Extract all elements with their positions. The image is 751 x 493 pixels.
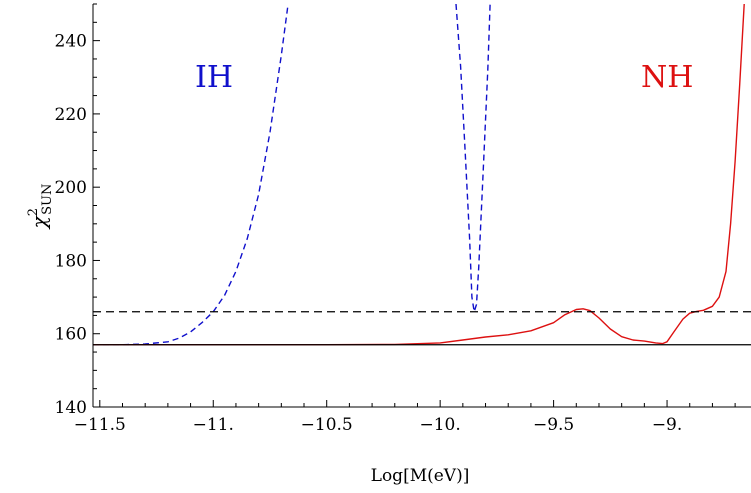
y-tick-label: 160 (55, 325, 87, 345)
y-axis-title-subscript: SUN (40, 184, 55, 215)
axes: −11.5 −11. −10.5 −10. −9.5 −9. 140 160 180 200 220… (55, 3, 751, 435)
y-axis-title-base: χ (27, 214, 51, 230)
y-axis-title-superscript: 2 (26, 208, 41, 216)
series-label-ih: IH (195, 60, 233, 95)
x-tick-label: −11. (193, 415, 234, 435)
y-tick-label: 200 (55, 178, 87, 198)
series-line-ih-0 (93, 4, 289, 346)
series-line-nh-0 (93, 4, 745, 346)
reference-lines (93, 311, 751, 346)
x-tick-label: −10. (420, 415, 461, 435)
x-tick-label: −9.5 (533, 415, 574, 435)
series-label-nh: NH (641, 60, 693, 95)
y-tick-label: 140 (55, 398, 87, 418)
series-line-ih-1 (455, 4, 491, 313)
y-tick-label: 240 (55, 32, 87, 52)
y-tick-label: 220 (55, 105, 87, 125)
x-axis-title: Log[M(eV)] (371, 466, 470, 486)
series-layer (93, 4, 745, 346)
x-tick-label: −11.5 (74, 415, 126, 435)
x-tick-label: −10.5 (301, 415, 353, 435)
x-tick-label: −9. (652, 415, 682, 435)
y-axis-title: χ2SUN (26, 184, 55, 231)
y-tick-label: 180 (55, 251, 87, 271)
svg-text:χ2SUN: χ2SUN (26, 184, 55, 231)
